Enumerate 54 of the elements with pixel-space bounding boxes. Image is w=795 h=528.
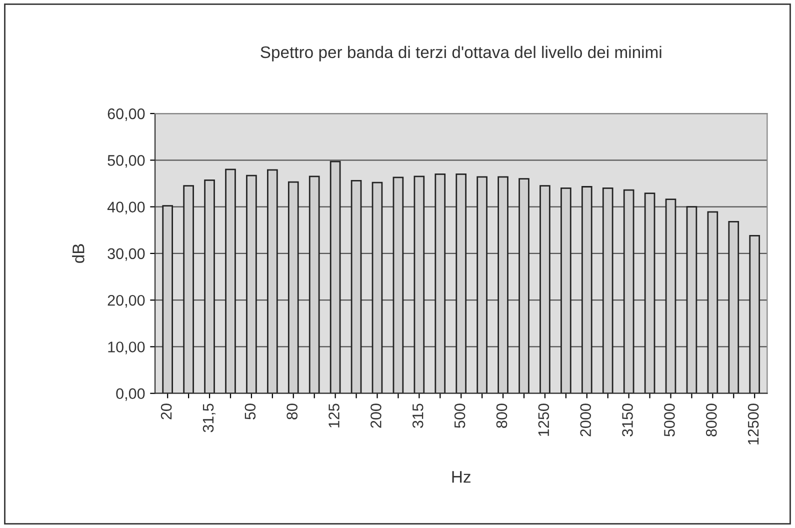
x-tick-label: 12500 xyxy=(748,404,759,444)
bar xyxy=(330,160,341,394)
x-tick-label: 200 xyxy=(370,404,382,428)
bar xyxy=(498,176,508,394)
bar xyxy=(308,176,320,394)
y-axis-title: dB xyxy=(72,244,84,263)
bar xyxy=(707,211,718,394)
y-tick-label: 20,00 xyxy=(108,294,145,308)
bar xyxy=(288,181,299,394)
bar xyxy=(665,198,676,394)
bar xyxy=(434,173,446,394)
y-tick-label: 0,00 xyxy=(116,388,145,401)
bar xyxy=(476,176,488,394)
bar xyxy=(162,205,174,394)
x-tick-label: 500 xyxy=(454,404,466,428)
x-tick-label: 8000 xyxy=(706,404,717,436)
x-tick-label: 125 xyxy=(328,404,340,428)
bar xyxy=(246,174,257,394)
bar xyxy=(728,221,740,394)
x-tick-label: 31,5 xyxy=(202,404,216,432)
bar xyxy=(602,187,614,394)
chart-title: Spettro per banda di terzi d'ottava del livello dei minimi xyxy=(260,46,662,62)
y-tick-label: 10,00 xyxy=(108,342,145,354)
bar xyxy=(267,169,278,394)
x-tick-label: 20 xyxy=(160,404,172,420)
bar xyxy=(518,178,530,394)
bar xyxy=(414,176,425,394)
bar xyxy=(183,185,194,394)
bar xyxy=(686,206,698,394)
x-tick-label: 50 xyxy=(244,404,256,420)
bar xyxy=(456,173,467,394)
x-tick-label: 2000 xyxy=(580,404,591,436)
bar xyxy=(372,182,383,394)
bar xyxy=(225,168,236,394)
x-tick-label: 1250 xyxy=(538,404,550,436)
bar xyxy=(204,180,215,394)
bar xyxy=(560,187,572,394)
y-tick-label: 40,00 xyxy=(107,202,145,214)
x-tick-label: 3150 xyxy=(622,404,633,436)
x-tick-label: 800 xyxy=(496,404,508,428)
y-tick-label: 60,00 xyxy=(108,108,145,122)
x-tick-label: 5000 xyxy=(664,404,675,436)
x-tick-label: 80 xyxy=(286,404,298,420)
bar xyxy=(392,176,404,394)
bar xyxy=(749,235,760,394)
x-tick-label: 315 xyxy=(412,404,424,428)
bar xyxy=(350,180,362,394)
bar xyxy=(581,186,592,394)
bar xyxy=(623,189,634,394)
x-axis-title: Hz xyxy=(452,471,470,483)
y-tick-label: 30,00 xyxy=(108,248,145,261)
y-tick-label: 50,00 xyxy=(108,155,145,168)
bar xyxy=(540,185,550,394)
bar xyxy=(644,192,656,394)
